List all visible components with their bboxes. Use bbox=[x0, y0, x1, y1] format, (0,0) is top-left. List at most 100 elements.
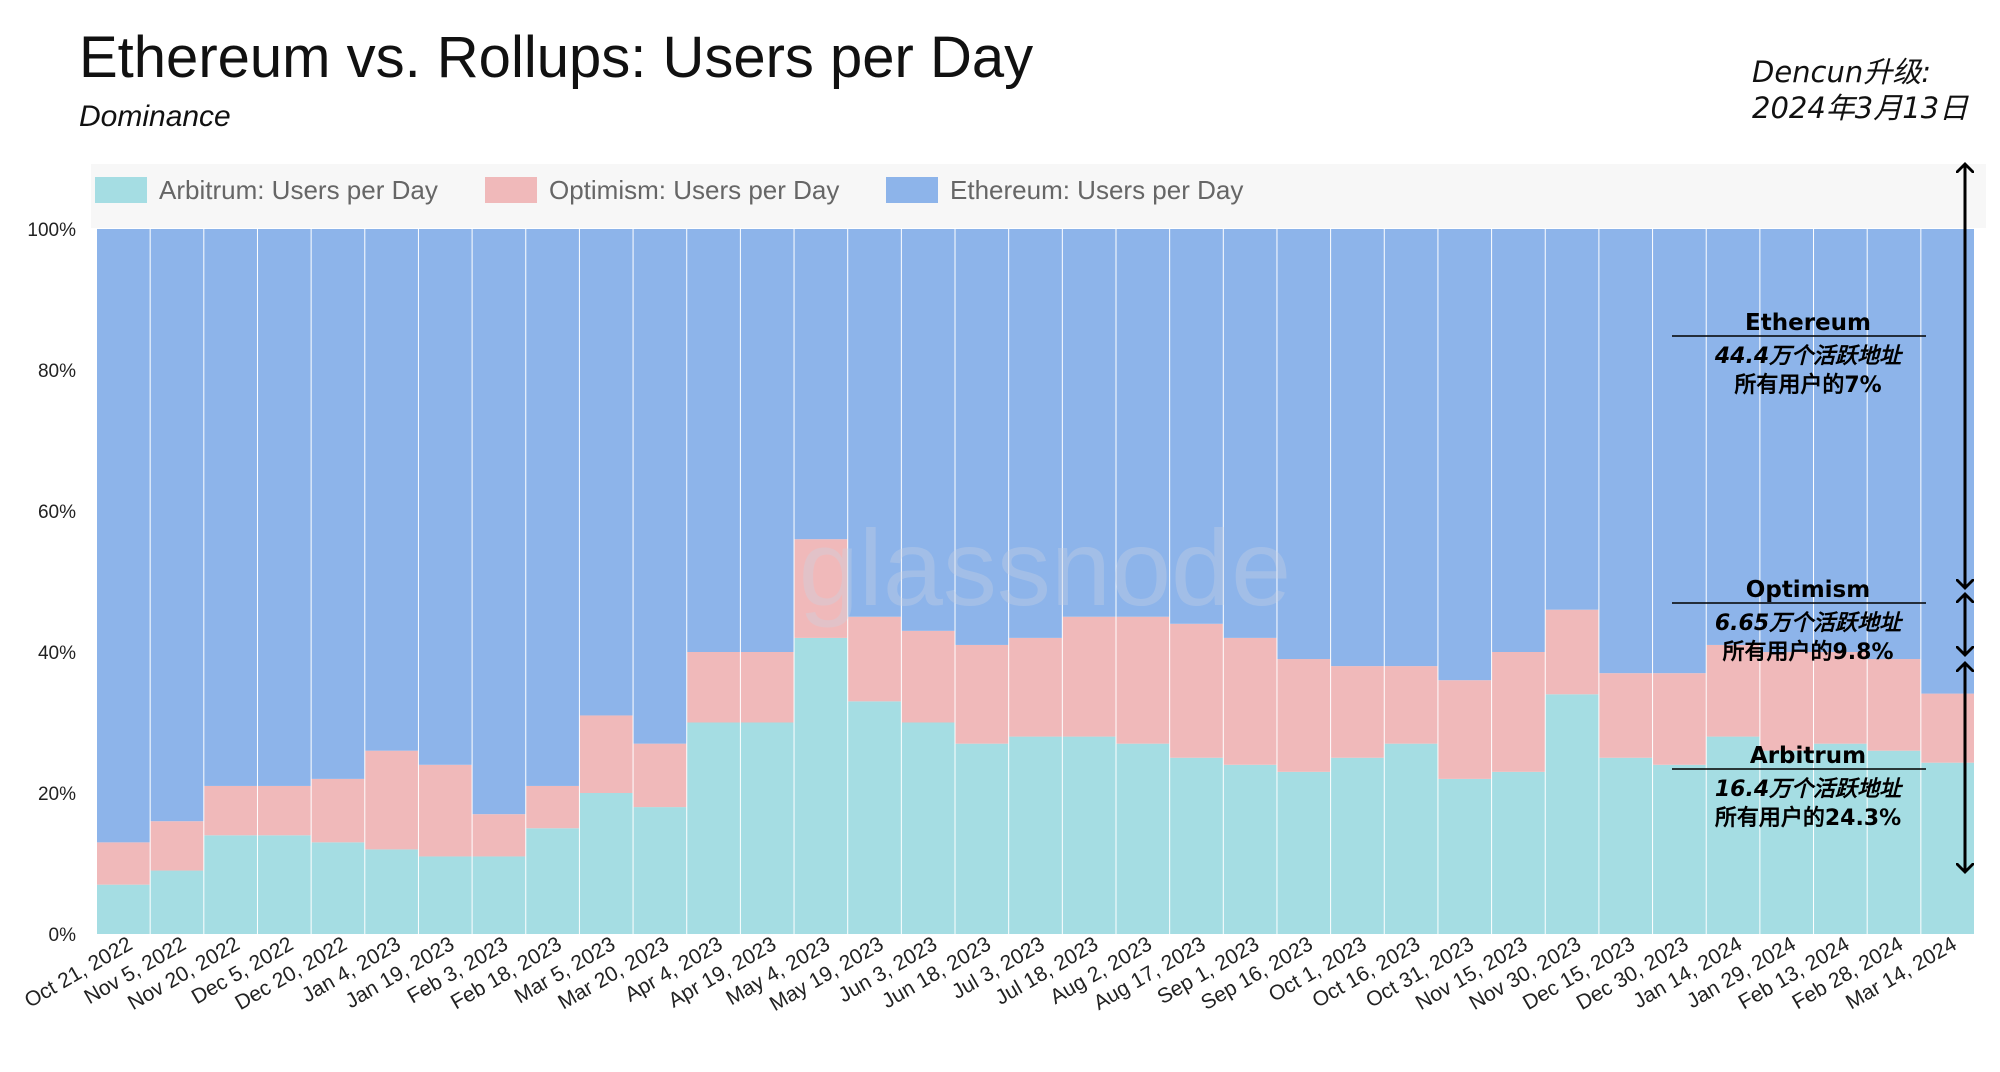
y-tick-label: 0% bbox=[49, 925, 77, 946]
bar-0-22 bbox=[1277, 771, 1331, 934]
annotation-title-1: Optimism bbox=[1746, 577, 1870, 603]
legend-band bbox=[91, 164, 1986, 228]
bar-1-7 bbox=[472, 814, 526, 857]
bar-0-8 bbox=[526, 828, 579, 934]
bar-2-33 bbox=[1867, 229, 1921, 660]
bar-1-2 bbox=[204, 785, 257, 836]
bar-2-20 bbox=[1170, 229, 1223, 624]
legend-label-0: Arbitrum: Users per Day bbox=[159, 175, 438, 205]
bar-2-21 bbox=[1223, 229, 1277, 638]
bar-2-26 bbox=[1492, 229, 1545, 652]
bar-0-10 bbox=[633, 807, 687, 934]
bar-1-30 bbox=[1706, 644, 1760, 737]
y-tick-label: 40% bbox=[38, 643, 76, 664]
bar-1-32 bbox=[1814, 652, 1867, 744]
upgrade-line-1: Dencun升级: bbox=[1752, 55, 1932, 89]
bar-1-4 bbox=[311, 778, 365, 843]
bar-2-4 bbox=[311, 229, 365, 779]
bar-1-9 bbox=[579, 715, 633, 793]
bar-0-27 bbox=[1545, 694, 1599, 934]
bar-2-6 bbox=[418, 229, 472, 765]
bar-1-11 bbox=[687, 652, 740, 723]
bar-1-26 bbox=[1492, 652, 1545, 772]
bar-0-23 bbox=[1331, 757, 1384, 934]
bar-0-20 bbox=[1170, 757, 1223, 934]
annotation-title-2: Arbitrum bbox=[1750, 743, 1866, 769]
bar-1-15 bbox=[901, 630, 955, 723]
bar-2-27 bbox=[1545, 229, 1599, 610]
bar-1-20 bbox=[1170, 623, 1223, 758]
bar-2-30 bbox=[1706, 229, 1760, 645]
bar-2-2 bbox=[204, 229, 257, 786]
bar-0-1 bbox=[150, 870, 204, 934]
bar-2-5 bbox=[365, 229, 418, 751]
bar-0-0 bbox=[97, 884, 150, 934]
bar-1-23 bbox=[1331, 666, 1384, 758]
bar-0-31 bbox=[1760, 750, 1814, 934]
bar-2-8 bbox=[526, 229, 579, 786]
legend-swatch-1 bbox=[485, 177, 537, 203]
annotation-line2-0: 所有用户的7% bbox=[1734, 372, 1881, 398]
bar-1-17 bbox=[1009, 637, 1062, 737]
bar-1-3 bbox=[257, 785, 311, 836]
bar-0-5 bbox=[365, 849, 418, 934]
bar-1-24 bbox=[1384, 666, 1438, 744]
bar-0-28 bbox=[1599, 757, 1653, 934]
bar-2-1 bbox=[150, 229, 204, 822]
bar-0-11 bbox=[687, 722, 740, 934]
bar-2-18 bbox=[1062, 229, 1116, 617]
bar-2-17 bbox=[1009, 229, 1062, 638]
bar-2-19 bbox=[1116, 229, 1170, 617]
bar-0-15 bbox=[901, 722, 955, 934]
plot-area bbox=[97, 229, 1974, 934]
upgrade-line-2: 2024年3月13日 bbox=[1752, 91, 1969, 125]
watermark: glassnode bbox=[799, 507, 1291, 628]
bar-1-31 bbox=[1760, 652, 1814, 751]
bar-1-27 bbox=[1545, 609, 1599, 695]
y-axis: 0% 20% 40% 60% 80% 100% bbox=[27, 220, 76, 946]
bar-0-29 bbox=[1653, 764, 1706, 934]
bar-0-21 bbox=[1223, 764, 1277, 934]
bar-0-4 bbox=[311, 842, 365, 934]
legend-label-2: Ethereum: Users per Day bbox=[950, 175, 1243, 205]
bar-1-33 bbox=[1867, 659, 1921, 751]
annotation-line1-1: 6.65万个活跃地址 bbox=[1715, 610, 1904, 636]
bar-1-14 bbox=[848, 616, 901, 702]
bar-2-15 bbox=[901, 229, 955, 631]
bar-2-3 bbox=[257, 229, 311, 786]
bar-1-21 bbox=[1223, 637, 1277, 765]
annotation-title-0: Ethereum bbox=[1745, 310, 1871, 336]
bar-0-7 bbox=[472, 856, 526, 934]
bar-0-13 bbox=[794, 637, 848, 934]
bar-0-12 bbox=[740, 722, 794, 934]
bar-2-24 bbox=[1384, 229, 1438, 667]
legend-label-1: Optimism: Users per Day bbox=[549, 175, 839, 205]
bar-1-18 bbox=[1062, 616, 1116, 737]
bar-1-10 bbox=[633, 743, 687, 808]
bar-2-31 bbox=[1760, 229, 1814, 652]
bar-0-24 bbox=[1384, 743, 1438, 934]
y-tick-label: 80% bbox=[38, 361, 76, 382]
bar-0-3 bbox=[257, 835, 311, 934]
bar-2-10 bbox=[633, 229, 687, 744]
bar-1-5 bbox=[365, 750, 418, 850]
bar-1-16 bbox=[955, 644, 1009, 744]
y-tick-label: 60% bbox=[38, 502, 76, 523]
bar-2-12 bbox=[740, 229, 794, 652]
bar-2-23 bbox=[1331, 229, 1384, 667]
bar-0-33 bbox=[1867, 750, 1921, 934]
annotation-line1-2: 16.4万个活跃地址 bbox=[1715, 776, 1904, 802]
bar-2-13 bbox=[794, 229, 848, 540]
bar-2-25 bbox=[1438, 229, 1492, 681]
bar-2-28 bbox=[1599, 229, 1653, 674]
bar-1-6 bbox=[418, 764, 472, 857]
bar-1-0 bbox=[97, 842, 150, 885]
bar-2-32 bbox=[1814, 229, 1867, 652]
bar-0-19 bbox=[1116, 743, 1170, 934]
chart-subtitle: Dominance bbox=[79, 100, 231, 133]
bar-1-1 bbox=[150, 821, 204, 871]
legend: Arbitrum: Users per Day Optimism: Users p… bbox=[95, 175, 1243, 205]
bar-2-0 bbox=[97, 229, 150, 843]
